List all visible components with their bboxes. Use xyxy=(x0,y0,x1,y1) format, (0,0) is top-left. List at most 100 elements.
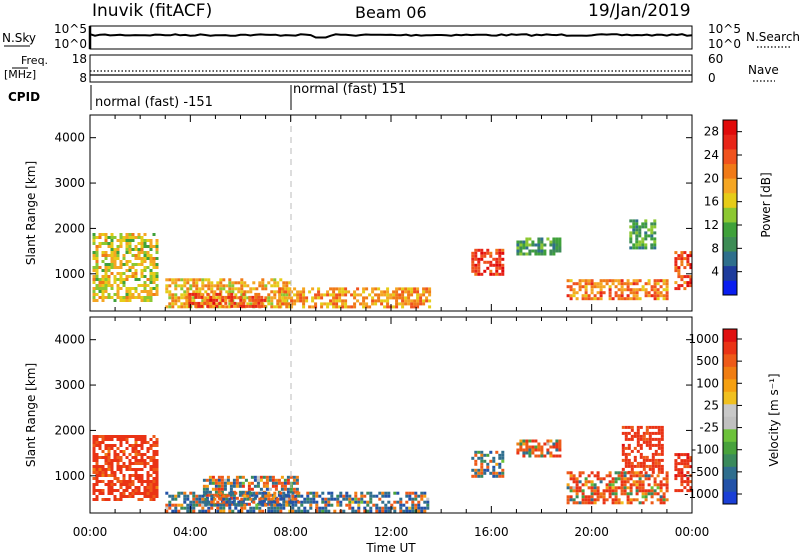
heatmap-cell xyxy=(216,287,220,291)
heatmap-cell xyxy=(302,299,306,303)
heatmap-cell xyxy=(222,506,226,510)
heatmap-cell xyxy=(283,478,287,482)
heatmap-cell xyxy=(286,475,290,479)
heatmap-cell xyxy=(278,305,282,309)
heatmap-cell xyxy=(677,287,681,291)
heatmap-cell xyxy=(113,257,117,260)
heatmap-cell xyxy=(626,288,630,292)
heatmap-cell xyxy=(360,491,364,495)
heatmap-cell xyxy=(519,448,523,452)
heatmap-cell xyxy=(146,293,150,296)
heatmap-cell xyxy=(213,497,217,501)
heatmap-cell xyxy=(674,459,678,463)
heatmap-cell xyxy=(393,491,397,495)
x-tick-label: 04:00 xyxy=(173,525,208,539)
y-tick-label: 2000 xyxy=(54,423,85,437)
heatmap-cell xyxy=(380,299,384,303)
heatmap-cell xyxy=(414,491,418,495)
heatmap-cell xyxy=(608,483,612,487)
heatmap-cell xyxy=(525,243,529,247)
heatmap-cell xyxy=(119,483,123,486)
heatmap-cell xyxy=(137,453,141,456)
heatmap-cell xyxy=(581,498,585,502)
heatmap-cell xyxy=(555,249,559,253)
heatmap-cell xyxy=(605,474,609,478)
heatmap-cell xyxy=(645,455,649,459)
heatmap-cell xyxy=(614,480,618,484)
heatmap-cell xyxy=(225,284,229,288)
heatmap-cell xyxy=(590,279,594,283)
heatmap-cell xyxy=(629,486,633,490)
heatmap-cell xyxy=(644,243,648,247)
heatmap-cell xyxy=(251,298,255,302)
heatmap-cell xyxy=(140,296,144,299)
heatmap-cell xyxy=(215,304,219,308)
colorbar-tick-label: 1000 xyxy=(688,332,719,346)
heatmap-cell xyxy=(405,491,409,495)
heatmap-cell xyxy=(171,293,175,297)
heatmap-cell xyxy=(650,237,654,241)
heatmap-cell xyxy=(267,299,271,303)
heatmap-cell xyxy=(101,299,105,302)
heatmap-cell xyxy=(110,272,114,275)
heatmap-cell xyxy=(614,495,618,499)
heatmap-cell xyxy=(333,509,337,513)
heatmap-cell xyxy=(125,260,129,263)
heatmap-cell xyxy=(201,500,205,504)
heatmap-cell xyxy=(122,489,126,492)
heatmap-cell xyxy=(617,474,621,478)
heatmap-cell xyxy=(590,285,594,289)
heatmap-cell xyxy=(222,503,226,507)
heatmap-cell xyxy=(214,484,218,488)
heatmap-cell xyxy=(92,492,96,495)
heatmap-cell xyxy=(366,503,370,507)
heatmap-cell xyxy=(486,260,490,264)
heatmap-cell xyxy=(146,456,150,459)
heatmap-cell xyxy=(101,284,105,287)
heatmap-cell xyxy=(101,456,105,459)
heatmap-cell xyxy=(281,287,285,291)
heatmap-cell xyxy=(280,484,284,488)
heatmap-cell xyxy=(306,509,310,513)
heatmap-cell xyxy=(92,450,96,453)
heatmap-cell xyxy=(638,240,642,244)
heatmap-cell xyxy=(635,291,639,295)
heatmap-cell xyxy=(95,438,99,441)
heatmap-cell xyxy=(396,491,400,495)
heatmap-cell xyxy=(95,441,99,444)
heatmap-cell xyxy=(98,296,102,299)
heatmap-cell xyxy=(128,483,132,486)
heatmap-cell xyxy=(125,438,129,441)
heatmap-cell xyxy=(425,296,429,300)
heatmap-cell xyxy=(630,467,634,471)
colorbar-tick-label: 25 xyxy=(704,398,719,412)
heatmap-cell xyxy=(270,290,274,294)
heatmap-cell xyxy=(611,492,615,496)
heatmap-cell xyxy=(110,257,114,260)
heatmap-cell xyxy=(300,494,304,498)
heatmap-cell xyxy=(101,441,105,444)
heatmap-cell xyxy=(125,287,129,290)
heatmap-cell xyxy=(650,474,654,478)
heatmap-cell xyxy=(270,506,274,510)
heatmap-cell xyxy=(155,290,159,293)
heatmap-cell xyxy=(620,489,624,493)
heatmap-cell xyxy=(569,279,573,283)
heatmap-cell xyxy=(537,448,541,452)
heatmap-cell xyxy=(128,444,132,447)
heatmap-cell xyxy=(235,496,239,500)
heatmap-cell xyxy=(231,284,235,288)
heatmap-cell xyxy=(327,491,331,495)
heatmap-cell xyxy=(413,287,417,291)
heatmap-cell xyxy=(246,290,250,294)
heatmap-cell xyxy=(657,458,661,462)
heatmap-cell xyxy=(183,491,187,495)
heatmap-cell xyxy=(390,506,394,510)
heatmap-cell xyxy=(134,444,138,447)
heatmap-cell xyxy=(247,484,251,488)
heatmap-cell xyxy=(287,290,291,294)
heatmap-cell xyxy=(393,500,397,504)
heatmap-cell xyxy=(501,471,505,475)
heatmap-cell xyxy=(137,444,141,447)
heatmap-cell xyxy=(92,441,96,444)
